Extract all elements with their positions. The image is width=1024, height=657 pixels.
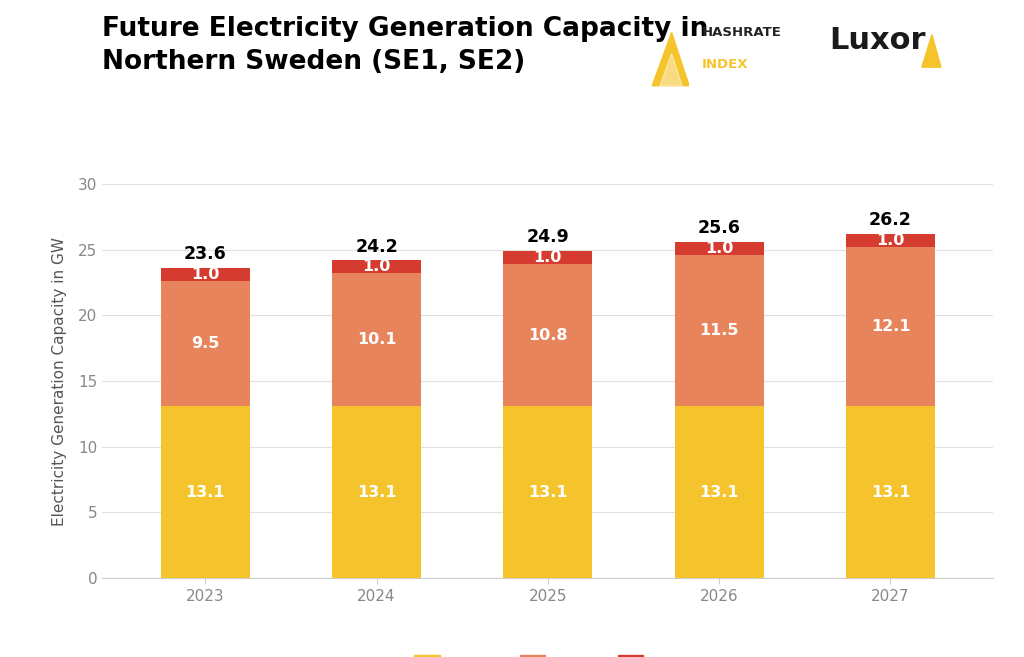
Polygon shape xyxy=(652,33,689,86)
Bar xyxy=(675,255,764,406)
Bar xyxy=(675,406,764,578)
Text: 13.1: 13.1 xyxy=(185,485,225,499)
Text: 13.1: 13.1 xyxy=(528,485,567,499)
Text: 25.6: 25.6 xyxy=(697,219,740,237)
Text: 13.1: 13.1 xyxy=(356,485,396,499)
Bar xyxy=(161,268,250,281)
Text: 1.0: 1.0 xyxy=(877,233,904,248)
Text: 23.6: 23.6 xyxy=(184,246,226,263)
Text: 1.0: 1.0 xyxy=(362,260,391,274)
Bar xyxy=(161,281,250,406)
Text: 12.1: 12.1 xyxy=(870,319,910,334)
Bar xyxy=(846,406,935,578)
Text: INDEX: INDEX xyxy=(701,58,748,71)
Text: 1.0: 1.0 xyxy=(534,250,562,265)
Text: 24.9: 24.9 xyxy=(526,229,569,246)
Text: 1.0: 1.0 xyxy=(191,267,219,282)
Bar xyxy=(504,406,592,578)
Text: 26.2: 26.2 xyxy=(869,212,912,229)
Bar xyxy=(161,406,250,578)
Text: 24.2: 24.2 xyxy=(355,238,398,256)
Bar xyxy=(504,264,592,406)
Text: Luxor: Luxor xyxy=(829,26,926,55)
Text: 9.5: 9.5 xyxy=(191,336,219,351)
Bar xyxy=(846,234,935,247)
Text: 11.5: 11.5 xyxy=(699,323,739,338)
Text: 10.8: 10.8 xyxy=(528,328,567,342)
Bar xyxy=(504,251,592,264)
Text: Future Electricity Generation Capacity in: Future Electricity Generation Capacity i… xyxy=(102,16,709,43)
Y-axis label: Electricity Generation Capacity in GW: Electricity Generation Capacity in GW xyxy=(52,237,67,526)
Bar xyxy=(332,406,421,578)
Bar xyxy=(846,247,935,406)
Text: 1.0: 1.0 xyxy=(705,241,733,256)
Polygon shape xyxy=(922,35,941,67)
Text: 10.1: 10.1 xyxy=(356,332,396,347)
Text: 13.1: 13.1 xyxy=(870,485,910,499)
Text: HASHRATE: HASHRATE xyxy=(701,26,781,39)
Bar xyxy=(332,260,421,273)
Polygon shape xyxy=(660,53,682,86)
Legend: Hydro, Wind, Bio: Hydro, Wind, Bio xyxy=(407,647,689,657)
Bar xyxy=(675,242,764,255)
Text: Northern Sweden (SE1, SE2): Northern Sweden (SE1, SE2) xyxy=(102,49,525,76)
Bar xyxy=(332,273,421,406)
Text: 13.1: 13.1 xyxy=(699,485,739,499)
